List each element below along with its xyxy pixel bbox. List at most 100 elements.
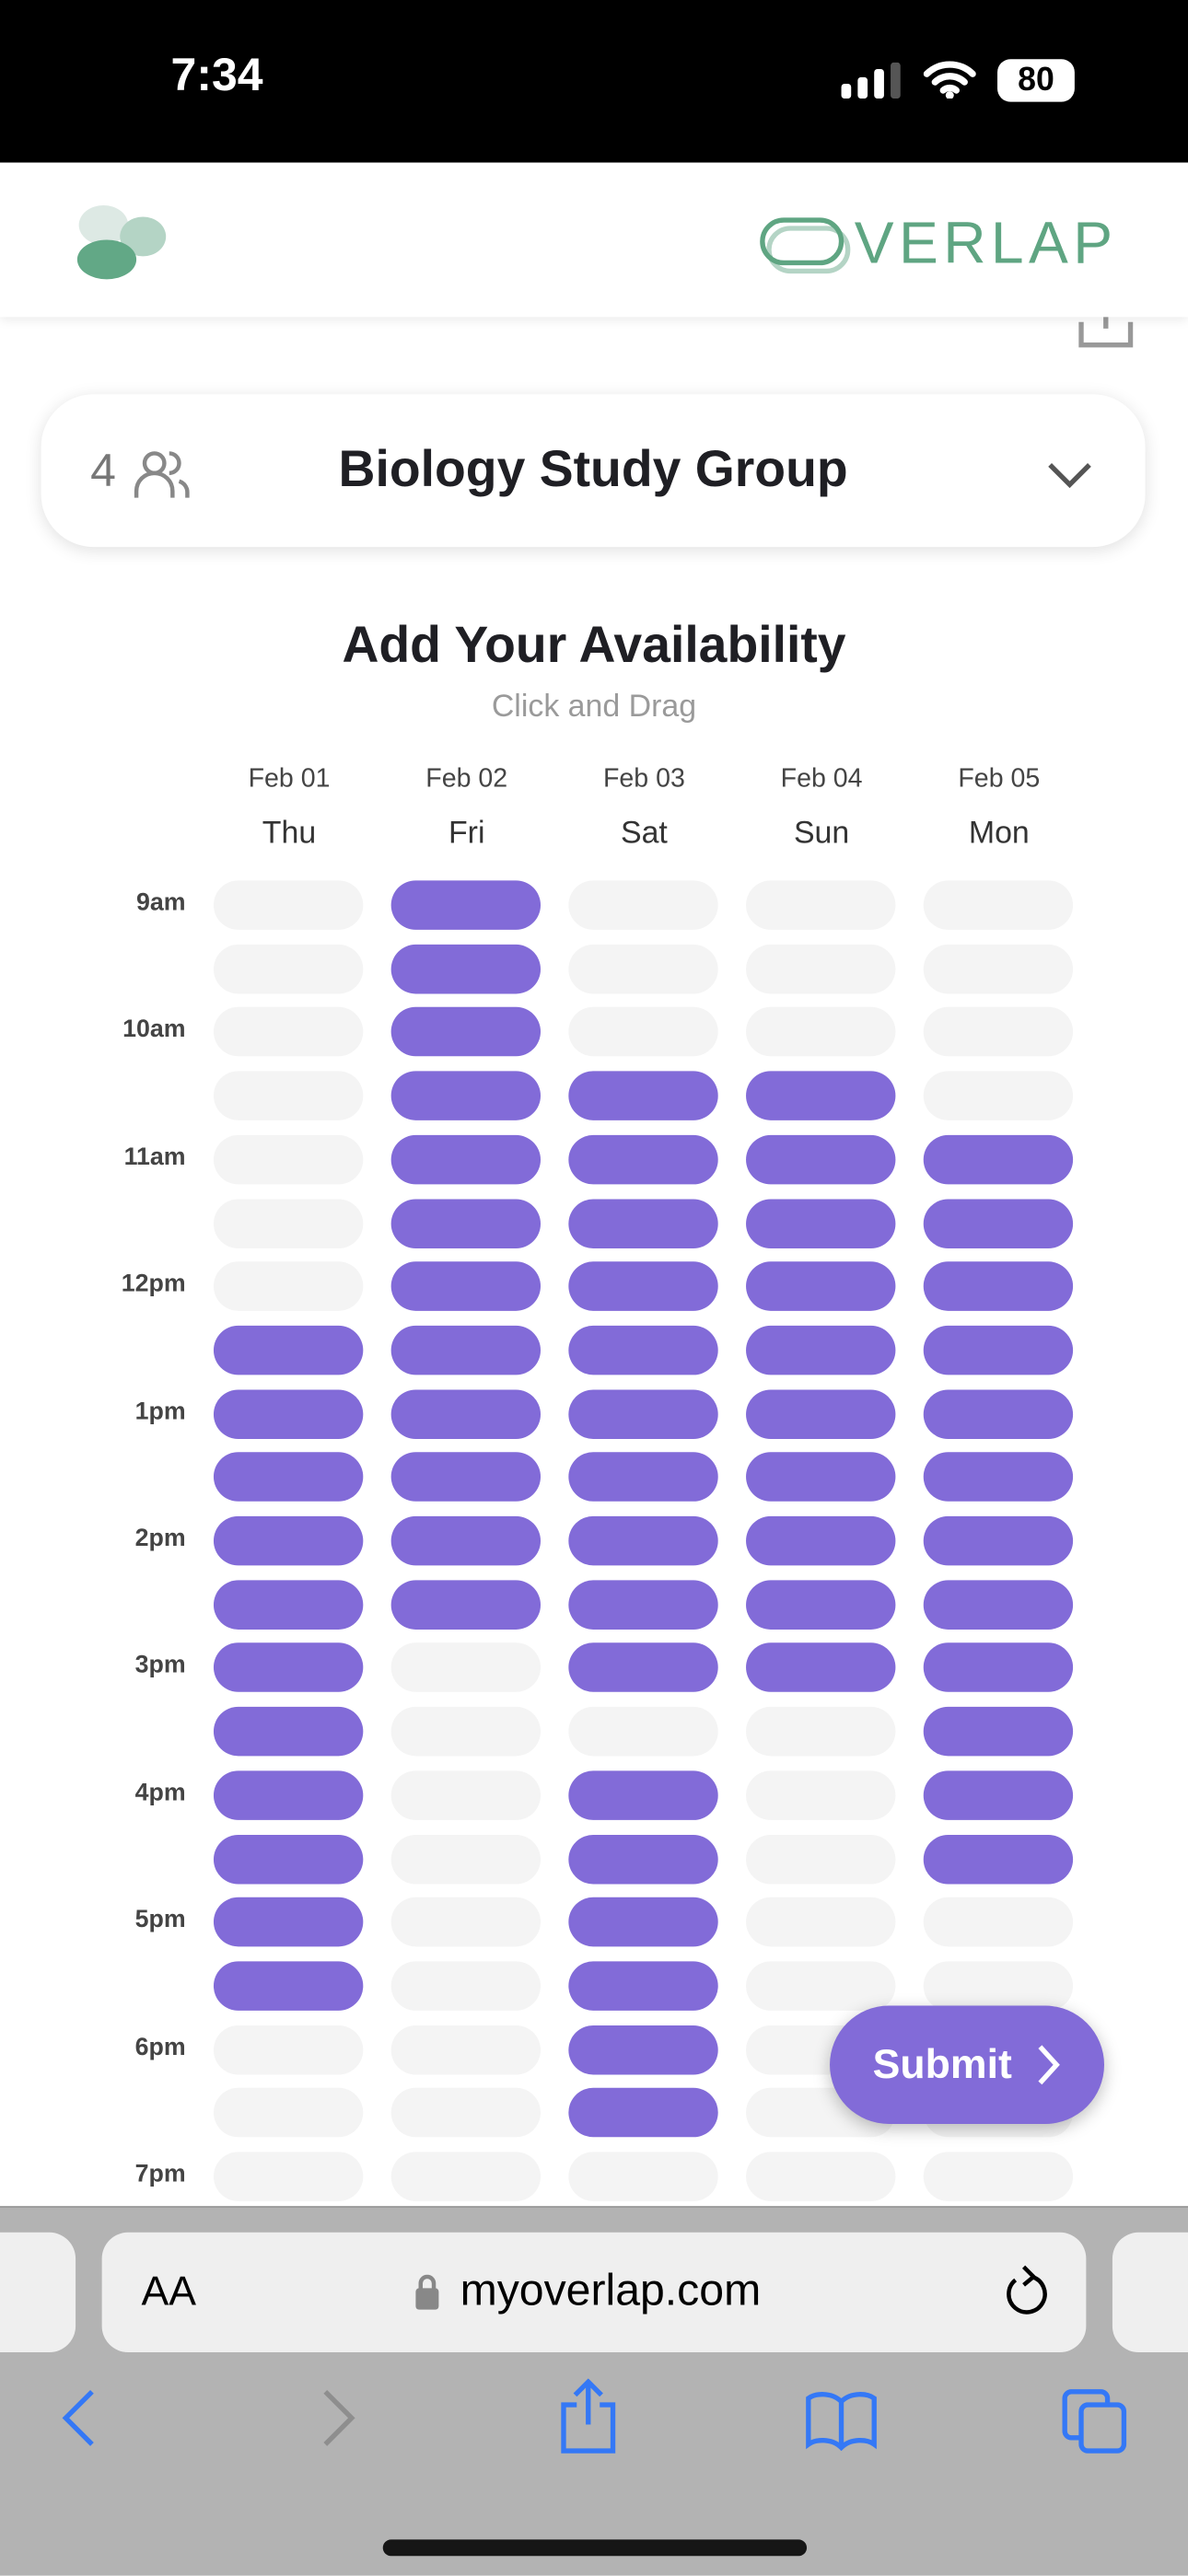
time-slot-selected[interactable] <box>746 1198 896 1248</box>
time-slot-selected[interactable] <box>746 1579 896 1630</box>
time-slot[interactable] <box>568 1007 718 1057</box>
time-slot[interactable] <box>213 2088 364 2138</box>
availability-grid[interactable]: Feb 01 Thu Feb 02 Fri Feb 03 Sat Feb 04 Sun Feb … <box>0 0 1188 2206</box>
time-slot-selected[interactable] <box>390 1007 542 1057</box>
time-slot-selected[interactable] <box>923 1706 1074 1757</box>
time-slot-selected[interactable] <box>213 1642 364 1693</box>
time-slot[interactable] <box>213 2025 364 2074</box>
time-slot-selected[interactable] <box>213 1897 364 1947</box>
time-slot-selected[interactable] <box>568 1834 718 1884</box>
time-slot[interactable] <box>746 880 896 930</box>
time-slot-selected[interactable] <box>923 1579 1074 1630</box>
time-slot-selected[interactable] <box>568 1579 718 1630</box>
time-slot-selected[interactable] <box>923 1325 1074 1375</box>
time-slot-selected[interactable] <box>568 1961 718 2011</box>
time-slot-selected[interactable] <box>568 1452 718 1503</box>
time-slot[interactable] <box>213 1007 364 1057</box>
time-slot-selected[interactable] <box>568 1134 718 1185</box>
time-slot[interactable] <box>568 944 718 993</box>
time-slot-selected[interactable] <box>213 1325 364 1375</box>
time-slot-selected[interactable] <box>390 1325 542 1375</box>
time-slot[interactable] <box>923 2152 1074 2201</box>
time-slot-selected[interactable] <box>923 1198 1074 1248</box>
next-tab-peek[interactable] <box>1112 2232 1188 2353</box>
time-slot-selected[interactable] <box>746 1071 896 1121</box>
time-slot[interactable] <box>390 1834 542 1884</box>
time-slot-selected[interactable] <box>568 2025 718 2074</box>
time-slot-selected[interactable] <box>568 1897 718 1947</box>
time-slot[interactable] <box>923 944 1074 993</box>
time-slot-selected[interactable] <box>746 1261 896 1312</box>
time-slot-selected[interactable] <box>568 1325 718 1375</box>
time-slot-selected[interactable] <box>390 1388 542 1439</box>
group-selector[interactable]: 4 Biology Study Group <box>41 394 1146 548</box>
time-slot-selected[interactable] <box>746 1515 896 1566</box>
time-slot[interactable] <box>746 1706 896 1757</box>
time-slot[interactable] <box>746 1007 896 1057</box>
time-slot[interactable] <box>213 880 364 930</box>
submit-button[interactable]: Submit <box>830 2005 1105 2125</box>
time-slot[interactable] <box>746 1770 896 1820</box>
time-slot[interactable] <box>213 2152 364 2201</box>
time-slot-selected[interactable] <box>213 1452 364 1503</box>
time-slot-selected[interactable] <box>213 1388 364 1439</box>
tabs-icon[interactable] <box>1062 2388 1131 2454</box>
time-slot[interactable] <box>213 1198 364 1248</box>
time-slot[interactable] <box>923 1961 1074 2011</box>
bookmarks-icon[interactable] <box>805 2392 878 2452</box>
time-slot[interactable] <box>390 1706 542 1757</box>
time-slot-selected[interactable] <box>568 1071 718 1121</box>
time-slot-selected[interactable] <box>923 1515 1074 1566</box>
logo-icon[interactable] <box>69 202 171 284</box>
time-slot[interactable] <box>213 1071 364 1121</box>
time-slot[interactable] <box>923 1007 1074 1057</box>
time-slot-selected[interactable] <box>390 1515 542 1566</box>
time-slot[interactable] <box>746 1961 896 2011</box>
time-slot-selected[interactable] <box>746 1388 896 1439</box>
time-slot[interactable] <box>390 2025 542 2074</box>
time-slot-selected[interactable] <box>746 1325 896 1375</box>
time-slot-selected[interactable] <box>568 1770 718 1820</box>
time-slot[interactable] <box>390 1961 542 2011</box>
time-slot-selected[interactable] <box>923 1388 1074 1439</box>
time-slot-selected[interactable] <box>568 1388 718 1439</box>
time-slot-selected[interactable] <box>568 1198 718 1248</box>
time-slot[interactable] <box>390 1770 542 1820</box>
time-slot-selected[interactable] <box>746 1642 896 1693</box>
time-slot[interactable] <box>213 944 364 993</box>
time-slot-selected[interactable] <box>746 1452 896 1503</box>
time-slot[interactable] <box>568 2152 718 2201</box>
time-slot[interactable] <box>213 1134 364 1185</box>
time-slot[interactable] <box>390 2152 542 2201</box>
time-slot[interactable] <box>923 1071 1074 1121</box>
time-slot-selected[interactable] <box>390 880 542 930</box>
time-slot-selected[interactable] <box>923 1452 1074 1503</box>
time-slot-selected[interactable] <box>390 1071 542 1121</box>
reload-icon[interactable] <box>1002 2265 1048 2321</box>
time-slot[interactable] <box>213 1261 364 1312</box>
time-slot-selected[interactable] <box>390 1134 542 1185</box>
time-slot-selected[interactable] <box>213 1770 364 1820</box>
previous-tab-peek[interactable] <box>0 2232 76 2353</box>
time-slot-selected[interactable] <box>568 2088 718 2138</box>
time-slot-selected[interactable] <box>923 1642 1074 1693</box>
time-slot-selected[interactable] <box>923 1134 1074 1185</box>
time-slot-selected[interactable] <box>390 1198 542 1248</box>
time-slot[interactable] <box>568 1706 718 1757</box>
time-slot[interactable] <box>390 1642 542 1693</box>
time-slot[interactable] <box>746 1897 896 1947</box>
time-slot-selected[interactable] <box>213 1515 364 1566</box>
time-slot-selected[interactable] <box>390 1452 542 1503</box>
time-slot-selected[interactable] <box>213 1834 364 1884</box>
time-slot-selected[interactable] <box>390 1261 542 1312</box>
share-page-icon[interactable] <box>559 2378 618 2454</box>
time-slot-selected[interactable] <box>923 1770 1074 1820</box>
time-slot-selected[interactable] <box>568 1515 718 1566</box>
time-slot-selected[interactable] <box>568 1261 718 1312</box>
time-slot[interactable] <box>746 1834 896 1884</box>
forward-icon[interactable] <box>319 2388 358 2447</box>
time-slot-selected[interactable] <box>390 1579 542 1630</box>
time-slot-selected[interactable] <box>213 1961 364 2011</box>
time-slot[interactable] <box>923 1897 1074 1947</box>
time-slot-selected[interactable] <box>390 944 542 993</box>
